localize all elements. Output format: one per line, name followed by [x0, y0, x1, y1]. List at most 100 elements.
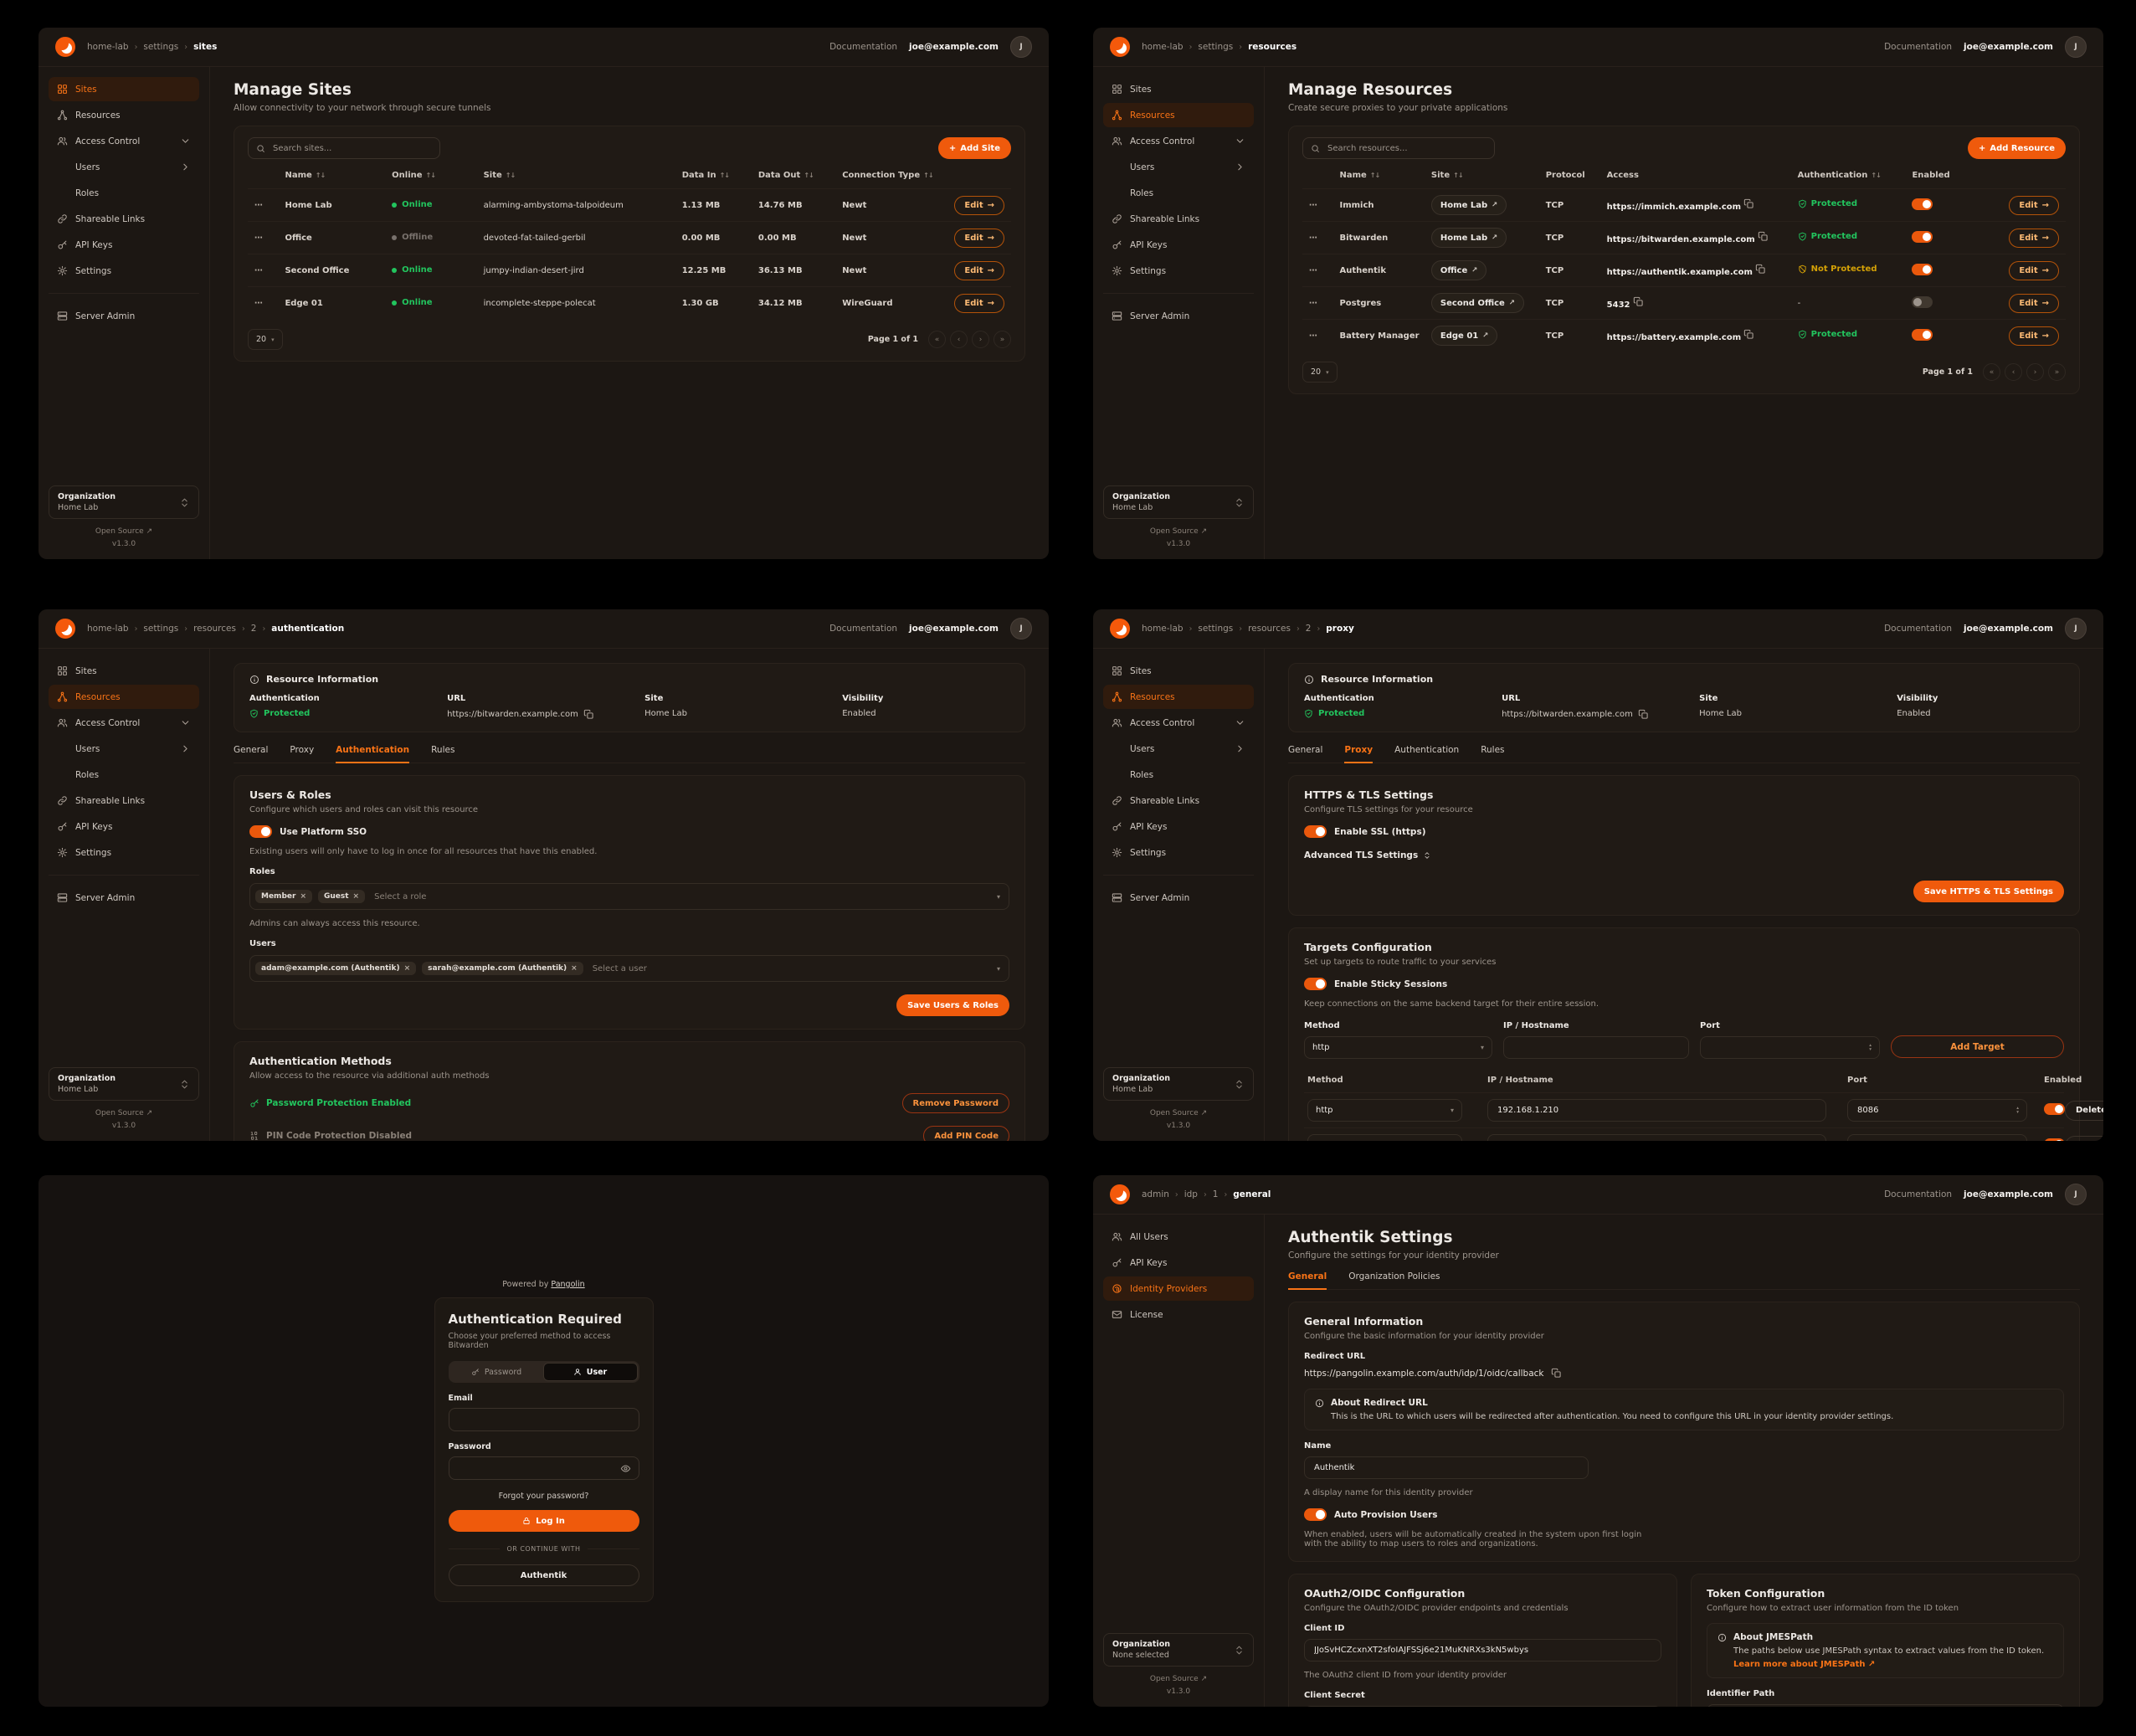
column-header-data-out[interactable]: Data Out ↑↓ — [757, 171, 814, 180]
row-menu-button[interactable]: ⋯ — [1309, 233, 1318, 243]
breadcrumb-item[interactable]: home-lab — [87, 42, 129, 52]
method-select[interactable]: http▾ — [1307, 1134, 1462, 1141]
copy-icon[interactable] — [1633, 296, 1644, 307]
site-link[interactable]: Home Lab ↗ — [1430, 228, 1507, 248]
edit-button[interactable]: Edit → — [2009, 326, 2059, 346]
method-select[interactable]: http▾ — [1304, 1036, 1492, 1059]
search-input[interactable] — [271, 142, 432, 154]
sidebar-item-shareable-links[interactable]: Shareable Links — [49, 207, 199, 231]
last-page-button[interactable]: » — [994, 331, 1011, 348]
remove-chip-button[interactable]: × — [352, 892, 360, 901]
add-site-button[interactable]: + Add Site — [937, 137, 1011, 159]
prev-page-button[interactable]: ‹ — [950, 331, 968, 348]
copy-icon[interactable] — [1551, 1368, 1562, 1379]
column-header-authentication[interactable]: Authentication ↑↓ — [1797, 171, 1882, 180]
breadcrumb-item[interactable]: settings — [1198, 42, 1234, 52]
enabled-toggle[interactable] — [1912, 198, 1933, 210]
auto-provision-toggle[interactable] — [1304, 1508, 1327, 1521]
breadcrumb-item[interactable]: idp — [1184, 1189, 1198, 1199]
breadcrumb-item[interactable]: settings — [143, 42, 179, 52]
sidebar-item-roles[interactable]: Roles — [1130, 187, 1154, 198]
forgot-password-link[interactable]: Forgot your password? — [498, 1492, 589, 1501]
tab-proxy[interactable]: Proxy — [290, 745, 315, 755]
advanced-tls-settings-toggle[interactable]: Advanced TLS Settings — [1304, 850, 2064, 860]
tab-general[interactable]: General — [1288, 1271, 1327, 1290]
next-page-button[interactable]: › — [2026, 363, 2044, 381]
tab-proxy[interactable]: Proxy — [1344, 745, 1374, 763]
column-header-site[interactable]: Site ↑↓ — [483, 171, 516, 180]
last-page-button[interactable]: » — [2048, 363, 2066, 381]
organization-selector[interactable]: Organization None selected — [1103, 1633, 1254, 1667]
prev-page-button[interactable]: ‹ — [2005, 363, 2022, 381]
copy-icon[interactable] — [583, 709, 594, 720]
client-id-input[interactable] — [1312, 1645, 1653, 1656]
column-header-name[interactable]: Name ↑↓ — [285, 171, 326, 180]
sidebar-item-server-admin[interactable]: Server Admin — [1103, 886, 1254, 910]
copy-icon[interactable] — [1758, 231, 1769, 242]
sidebar-item-roles[interactable]: Roles — [75, 187, 100, 198]
sidebar-item-resources[interactable]: Resources — [1103, 685, 1254, 709]
open-source-link[interactable]: Open Source ↗ — [95, 527, 153, 536]
edit-button[interactable]: Edit → — [2009, 293, 2059, 313]
enabled-toggle[interactable] — [1912, 328, 1933, 341]
breadcrumb-item[interactable]: home-lab — [1142, 624, 1184, 634]
edit-button[interactable]: Edit → — [954, 260, 1004, 280]
documentation-link[interactable]: Documentation — [1884, 1189, 1953, 1199]
sidebar-item-license[interactable]: License — [1103, 1302, 1254, 1327]
search-input[interactable] — [1326, 142, 1486, 154]
open-source-link[interactable]: Open Source ↗ — [1149, 1109, 1208, 1117]
edit-button[interactable]: Edit → — [2009, 228, 2059, 248]
copy-icon[interactable] — [1743, 329, 1754, 340]
port-input[interactable] — [1708, 1042, 1870, 1053]
documentation-link[interactable]: Documentation — [1884, 624, 1953, 634]
copy-icon[interactable] — [1755, 264, 1766, 275]
next-page-button[interactable]: › — [972, 331, 989, 348]
tab-general[interactable]: General — [234, 745, 269, 755]
sidebar-item-shareable-links[interactable]: Shareable Links — [1103, 207, 1254, 231]
documentation-link[interactable]: Documentation — [1884, 42, 1953, 52]
pangolin-link[interactable]: Pangolin — [551, 1280, 585, 1289]
site-link[interactable]: Office ↗ — [1430, 260, 1487, 280]
row-menu-button[interactable]: ⋯ — [1309, 331, 1318, 341]
ip-hostname-input[interactable] — [1496, 1140, 1818, 1141]
first-page-button[interactable]: « — [928, 331, 946, 348]
sidebar-item-api-keys[interactable]: API Keys — [49, 814, 199, 839]
sidebar-item-settings[interactable]: Settings — [1103, 259, 1254, 283]
avatar[interactable]: J — [1010, 618, 1032, 639]
pangolin-logo-icon[interactable] — [55, 37, 75, 57]
documentation-link[interactable]: Documentation — [829, 624, 898, 634]
copy-icon[interactable] — [1743, 198, 1754, 209]
sidebar-item-server-admin[interactable]: Server Admin — [49, 886, 199, 910]
tab-authentication[interactable]: Authentication — [1394, 745, 1460, 755]
sidebar-item-roles[interactable]: Roles — [75, 769, 100, 780]
sidebar-item-settings[interactable]: Settings — [49, 840, 199, 865]
breadcrumb-item[interactable]: 2 — [1305, 624, 1312, 634]
avatar[interactable]: J — [2065, 36, 2087, 58]
column-header-online[interactable]: Online ↑↓ — [392, 171, 436, 180]
sidebar-item-server-admin[interactable]: Server Admin — [49, 304, 199, 328]
enabled-toggle[interactable] — [1912, 230, 1933, 243]
column-header-site[interactable]: Site ↑↓ — [1430, 171, 1464, 180]
target-enabled-toggle[interactable] — [2044, 1138, 2065, 1141]
user-email[interactable]: joe@example.com — [909, 42, 999, 52]
tab-rules[interactable]: Rules — [431, 745, 455, 755]
save-https-tls-button[interactable]: Save HTTPS & TLS Settings — [1913, 881, 2064, 902]
pangolin-logo-icon[interactable] — [55, 619, 75, 639]
remove-chip-button[interactable]: × — [571, 964, 578, 973]
tab-organization-policies[interactable]: Organization Policies — [1348, 1271, 1440, 1281]
jmespath-learn-more-link[interactable]: Learn more about JMESPath ↗ — [1733, 1660, 1876, 1669]
row-menu-button[interactable]: ⋯ — [1309, 200, 1318, 210]
sidebar-item-resources[interactable]: Resources — [49, 685, 199, 709]
sidebar-item-settings[interactable]: Settings — [49, 259, 199, 283]
sidebar-item-sites[interactable]: Sites — [49, 77, 199, 101]
sticky-sessions-toggle[interactable] — [1304, 978, 1327, 990]
breadcrumb-item[interactable]: 2 — [250, 624, 257, 634]
breadcrumb-item[interactable]: home-lab — [87, 624, 129, 634]
first-page-button[interactable]: « — [1983, 363, 2000, 381]
sidebar-item-access-control[interactable]: Access Control — [49, 711, 199, 735]
avatar[interactable]: J — [2065, 1184, 2087, 1205]
sidebar-item-resources[interactable]: Resources — [1103, 103, 1254, 127]
roles-multiselect[interactable]: Member × Guest × Select a role ▾ — [249, 883, 1009, 910]
add-target-button[interactable]: Add Target — [1891, 1035, 2064, 1058]
page-size-select[interactable]: 20 ▾ — [1302, 362, 1338, 383]
